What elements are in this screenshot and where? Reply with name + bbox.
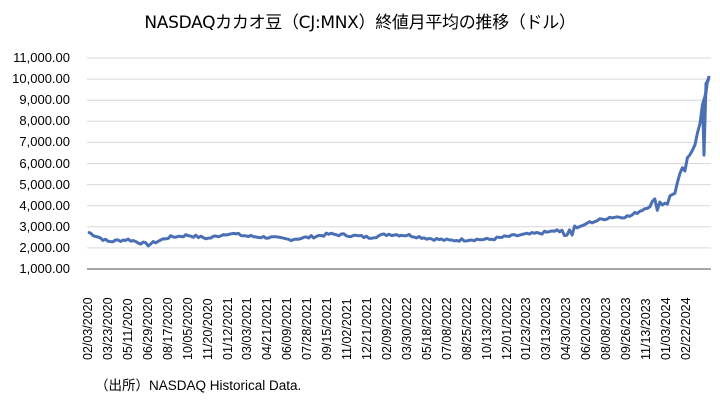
y-tick-label: 4,000.00 [19,197,70,213]
source-note: （出所）NASDAQ Historical Data. [95,378,302,393]
y-tick-label: 11,000.00 [13,50,70,65]
y-tick-label: 2,000.00 [19,239,70,255]
y-tick-label: 9,000.00 [19,92,70,108]
chart-title: NASDAQカカオ豆（CJ:MNX）終値月平均の推移（ドル） [144,13,576,33]
y-tick-label: 7,000.00 [19,134,70,150]
price-line [87,75,711,248]
y-tick-label: 10,000.00 [12,71,70,87]
y-tick-label: 3,000.00 [19,218,70,234]
y-tick-label: 1,000.00 [19,261,70,276]
y-tick-label: 8,000.00 [19,113,70,129]
y-tick-label: 6,000.00 [19,155,70,171]
y-tick-label: 5,000.00 [19,176,70,192]
gridlines [87,57,711,249]
